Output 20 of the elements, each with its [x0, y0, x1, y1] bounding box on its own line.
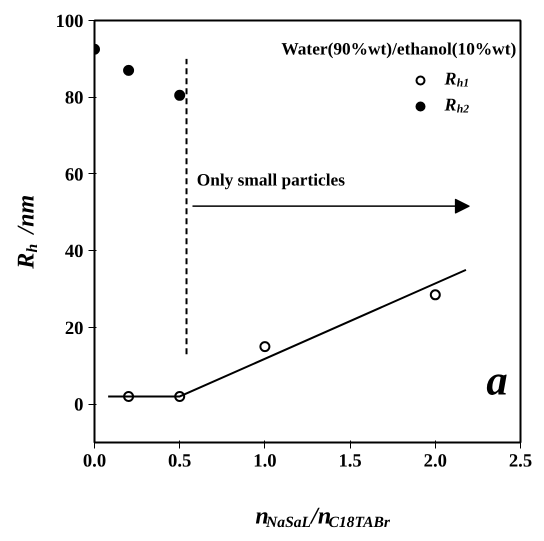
- y-axis-title: Rh /nm: [14, 194, 41, 270]
- y-tick-label: 80: [64, 88, 84, 109]
- annotation: Only small particles: [196, 170, 346, 190]
- x-tick-label: 0.5: [168, 450, 192, 472]
- y-tick-label: 20: [64, 318, 84, 339]
- x-tick-label: 2.0: [424, 450, 447, 472]
- point: [174, 90, 186, 101]
- point: [123, 64, 134, 76]
- y-tick-label: 100: [56, 11, 84, 32]
- y-tick-label: 40: [64, 241, 84, 262]
- x-tick-label: 0.0: [82, 450, 106, 472]
- x-tick-label: 1.0: [253, 450, 277, 472]
- point: [430, 289, 441, 300]
- y-tick-label: 60: [64, 164, 84, 186]
- annotation: Water(90%wt)/ethanol(10%wt): [281, 39, 516, 58]
- x-tick-label: 2.5: [508, 450, 532, 472]
- x-tick-label: 1.5: [338, 450, 362, 472]
- y-tick-label: 0: [74, 394, 84, 416]
- annotation: a: [486, 358, 508, 405]
- point: [259, 341, 270, 352]
